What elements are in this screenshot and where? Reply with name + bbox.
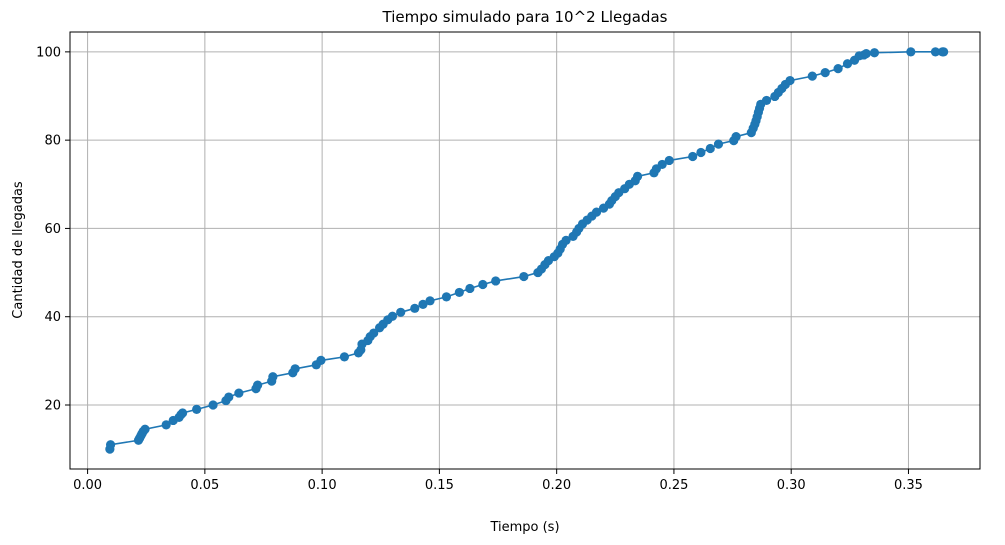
- x-axis-label: Tiempo (s): [489, 520, 559, 535]
- data-point: [785, 75, 795, 86]
- data-point: [465, 283, 475, 294]
- x-tick-label: 0.00: [73, 478, 102, 493]
- data-point: [688, 151, 698, 162]
- data-point: [177, 408, 188, 418]
- x-tick-label: 0.15: [425, 478, 454, 493]
- data-point: [454, 287, 464, 298]
- data-point: [339, 352, 350, 362]
- data-point: [713, 139, 724, 149]
- x-axis-ticks: 0.00 0.05 0.10 0.15 0.20 0.25 0.30 0.35: [73, 469, 923, 493]
- data-point: [869, 48, 880, 58]
- data-point: [253, 380, 263, 390]
- data-point: [140, 424, 150, 434]
- data-point: [731, 132, 741, 142]
- plot-frame: [69, 31, 981, 470]
- x-tick-label: 0.30: [777, 478, 806, 493]
- data-point: [425, 296, 435, 306]
- x-tick-label: 0.05: [190, 478, 219, 493]
- data-point: [939, 47, 949, 57]
- y-tick-label: 20: [44, 398, 61, 413]
- chart-title: Tiempo simulado para 10^2 Llegadas: [382, 8, 668, 26]
- data-point: [807, 71, 817, 81]
- x-tick-label: 0.35: [894, 478, 923, 493]
- data-point: [861, 49, 871, 59]
- data-point: [316, 355, 326, 366]
- data-point: [519, 271, 529, 282]
- data-point: [478, 279, 488, 290]
- y-tick-label: 40: [44, 310, 61, 325]
- data-point: [396, 307, 406, 317]
- x-tick-label: 0.25: [659, 478, 688, 493]
- data-point: [842, 59, 853, 69]
- x-tick-label: 0.10: [308, 478, 337, 493]
- data-point: [410, 303, 420, 313]
- data-point: [591, 207, 602, 217]
- data-point: [224, 392, 234, 402]
- data-point: [696, 147, 706, 158]
- data-point: [761, 95, 772, 106]
- data-point: [906, 47, 916, 57]
- data-point: [833, 64, 843, 74]
- data-point: [387, 311, 398, 321]
- data-point: [418, 299, 428, 309]
- data-point: [441, 292, 452, 302]
- data-point: [268, 372, 278, 382]
- data-point: [105, 440, 116, 450]
- data-point: [705, 143, 715, 154]
- data-point: [664, 155, 674, 166]
- y-tick-label: 80: [44, 134, 61, 149]
- data-point: [290, 364, 300, 374]
- data-point: [369, 328, 379, 338]
- plot-background: [70, 32, 980, 469]
- data-point: [561, 235, 571, 245]
- data-point: [234, 388, 244, 398]
- series-layer: [105, 47, 949, 454]
- y-tick-label: 60: [44, 222, 61, 237]
- data-point: [657, 159, 667, 170]
- data-point: [820, 68, 830, 78]
- data-point: [192, 404, 202, 415]
- y-tick-label: 100: [36, 45, 61, 60]
- data-point: [161, 420, 171, 430]
- data-point: [208, 400, 218, 410]
- data-point: [491, 276, 501, 286]
- data-point: [632, 171, 643, 181]
- x-tick-label: 0.20: [542, 478, 571, 493]
- y-axis-ticks: 20 40 60 80 100: [36, 45, 70, 413]
- y-axis-label: Cantidad de llegadas: [11, 181, 26, 319]
- data-point: [930, 47, 941, 57]
